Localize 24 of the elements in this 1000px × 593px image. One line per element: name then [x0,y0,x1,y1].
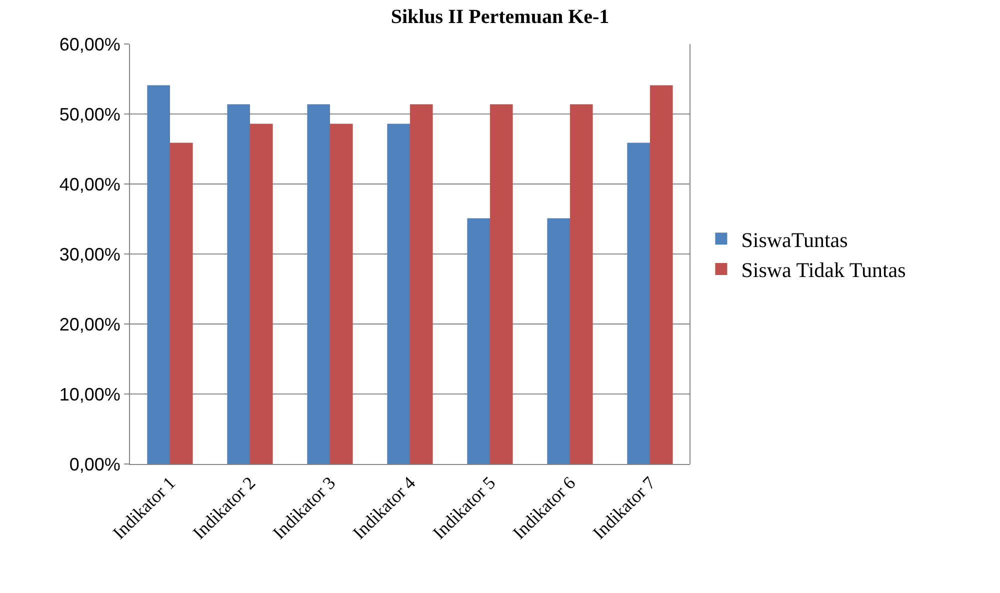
y-tick-label: 50,00% [59,104,120,124]
bar [170,142,193,464]
y-tick-label: 10,00% [59,384,120,404]
chart-title: Siklus II Pertemuan Ke-1 [390,6,610,28]
bar [467,218,490,464]
bar [147,85,170,464]
legend-label: Siswa Tidak Tuntas [741,258,906,282]
bar [547,218,570,464]
y-tick-label: 20,00% [59,314,120,334]
y-tick-label: 40,00% [59,174,120,194]
bar [227,104,250,464]
bar [490,104,513,464]
bar [330,124,353,464]
bar [307,104,330,464]
y-tick-label: 30,00% [59,244,120,264]
bar [410,104,433,464]
bar [627,142,650,464]
bar [250,124,273,464]
y-tick-label: 60,00% [59,34,120,54]
bar [650,85,673,464]
y-tick-label: 0,00% [69,454,120,474]
legend-label: SiswaTuntas [741,228,848,252]
bar [570,104,593,464]
bar [387,124,410,464]
